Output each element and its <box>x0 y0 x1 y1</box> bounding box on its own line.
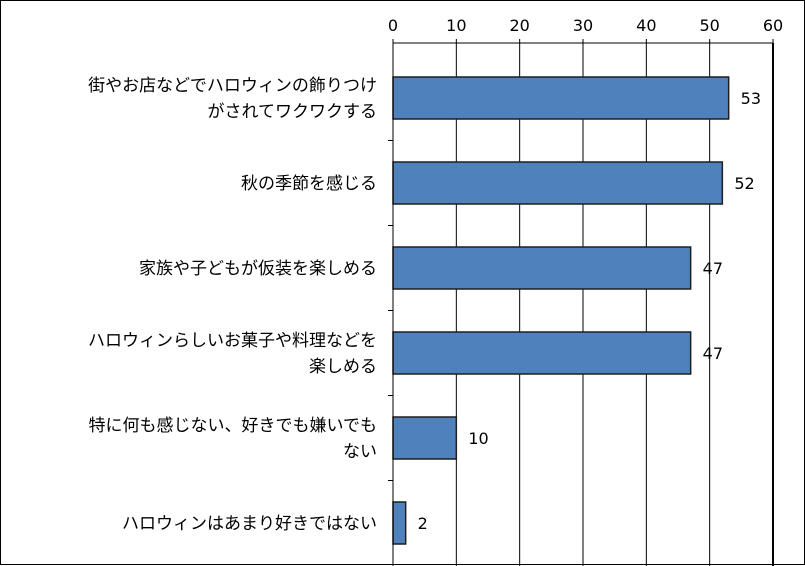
bar <box>392 416 458 460</box>
data-label: 2 <box>418 514 428 533</box>
category-label: ない <box>343 442 377 462</box>
gridlines <box>388 42 774 566</box>
tick-label: 40 <box>636 16 656 35</box>
category-label: 秋の季節を感じる <box>241 174 377 194</box>
category-label: 楽しめる <box>309 357 377 377</box>
tick-label: 20 <box>509 16 529 35</box>
category-labels: 街やお店などでハロウィンの飾りつけがされてワクワクする秋の季節を感じる家族や子ど… <box>88 76 377 534</box>
tick-label: 60 <box>763 16 783 35</box>
tick-label: 50 <box>699 16 719 35</box>
bar <box>392 246 692 290</box>
data-label: 53 <box>741 89 761 108</box>
bar <box>392 501 407 545</box>
value-labels: 53 52 47 47 10 2 <box>418 89 761 533</box>
category-label: ハロウィンはあまり好きではない <box>122 514 377 534</box>
data-label: 52 <box>734 174 754 193</box>
category-label: ハロウィンらしいお菓子や料理などを <box>88 331 377 351</box>
data-label: 10 <box>468 429 488 448</box>
data-label: 47 <box>703 344 723 363</box>
data-label: 47 <box>703 259 723 278</box>
category-label: 特に何も感じない、好きでも嫌いでも <box>89 416 378 436</box>
bar <box>392 161 724 205</box>
x-axis-ticks: 0 10 20 30 40 50 60 <box>388 16 783 43</box>
category-label: がされてワクワクする <box>208 102 378 122</box>
tick-label: 10 <box>446 16 466 35</box>
category-label: 街やお店などでハロウィンの飾りつけ <box>88 76 377 96</box>
bars <box>392 76 730 545</box>
category-label: 家族や子どもが仮装を楽しめる <box>139 259 377 279</box>
tick-label: 0 <box>388 16 398 35</box>
bar <box>392 331 692 375</box>
bar <box>392 76 730 120</box>
tick-label: 30 <box>573 16 593 35</box>
